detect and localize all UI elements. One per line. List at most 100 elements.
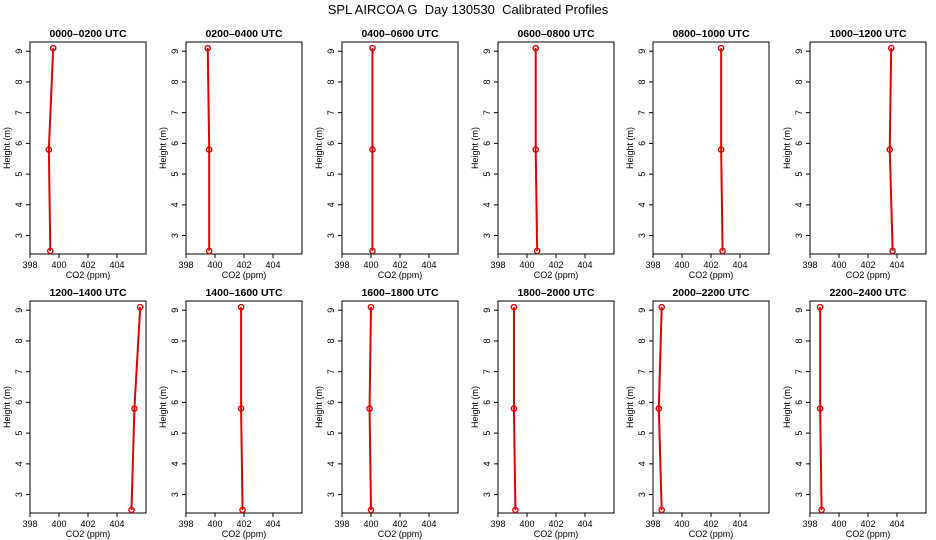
y-axis-label: Height (m) bbox=[158, 386, 168, 428]
co2-data-point bbox=[131, 405, 138, 412]
co2-data-point bbox=[719, 247, 726, 255]
co2-data-point bbox=[205, 247, 213, 255]
y-tick-label: 3 bbox=[637, 233, 647, 238]
panel-title: 1400–1600 UTC bbox=[205, 287, 282, 299]
y-tick-label: 3 bbox=[14, 492, 24, 497]
panel-title: 2200–2400 UTC bbox=[829, 287, 906, 299]
x-tick-label: 400 bbox=[51, 260, 66, 270]
co2-data-point bbox=[204, 44, 212, 52]
y-tick-label: 3 bbox=[326, 233, 336, 238]
y-tick-label: 4 bbox=[482, 461, 492, 466]
y-tick-label: 3 bbox=[170, 233, 180, 238]
figure-title: SPL AIRCOA G Day 130530 Calibrated Profi… bbox=[327, 2, 609, 17]
y-axis-label: Height (m) bbox=[625, 127, 635, 169]
y-tick-label: 9 bbox=[482, 49, 492, 54]
x-tick-label: 400 bbox=[674, 519, 689, 529]
plot-frame bbox=[341, 41, 459, 255]
y-tick-label: 6 bbox=[14, 141, 24, 146]
co2-data-point bbox=[136, 303, 144, 311]
y-tick-label: 9 bbox=[637, 308, 647, 313]
x-tick-label: 400 bbox=[51, 519, 66, 529]
x-tick-label: 404 bbox=[109, 519, 124, 529]
y-tick-label: 5 bbox=[326, 431, 336, 436]
x-tick-label: 404 bbox=[265, 260, 280, 270]
x-tick-label: 400 bbox=[831, 519, 846, 529]
y-tick-label: 5 bbox=[637, 172, 647, 177]
co2-data-point bbox=[47, 247, 54, 255]
y-tick-label: 4 bbox=[482, 202, 492, 207]
x-tick-label: 404 bbox=[421, 519, 436, 529]
y-tick-label: 5 bbox=[637, 431, 647, 436]
x-tick-label: 402 bbox=[703, 260, 718, 270]
y-axis-label: Height (m) bbox=[2, 386, 12, 428]
y-tick-label: 3 bbox=[482, 233, 492, 238]
y-tick-label: 8 bbox=[326, 79, 336, 84]
co2-profile-line bbox=[819, 307, 823, 510]
y-tick-label: 8 bbox=[170, 79, 180, 84]
y-tick-label: 8 bbox=[14, 338, 24, 343]
y-tick-label: 7 bbox=[637, 110, 647, 115]
y-tick-label: 6 bbox=[637, 141, 647, 146]
plot-frame bbox=[809, 300, 927, 514]
y-tick-label: 7 bbox=[170, 369, 180, 374]
y-tick-label: 5 bbox=[482, 172, 492, 177]
y-tick-label: 6 bbox=[794, 141, 804, 146]
x-axis-label: CO2 (ppm) bbox=[378, 270, 423, 280]
y-tick-label: 5 bbox=[170, 172, 180, 177]
x-tick-label: 402 bbox=[392, 260, 407, 270]
y-tick-label: 9 bbox=[14, 308, 24, 313]
y-tick-label: 5 bbox=[794, 431, 804, 436]
co2-data-point bbox=[816, 405, 824, 412]
co2-data-point bbox=[366, 405, 373, 412]
co2-data-point bbox=[205, 146, 213, 153]
y-tick-label: 5 bbox=[14, 431, 24, 436]
y-tick-label: 6 bbox=[326, 400, 336, 405]
x-tick-label: 402 bbox=[548, 260, 563, 270]
x-tick-label: 404 bbox=[421, 260, 436, 270]
panel-title: 0000–0200 UTC bbox=[49, 28, 126, 40]
x-tick-label: 402 bbox=[80, 260, 95, 270]
y-tick-label: 9 bbox=[637, 49, 647, 54]
y-tick-label: 6 bbox=[170, 400, 180, 405]
y-tick-label: 4 bbox=[170, 461, 180, 466]
y-tick-label: 7 bbox=[326, 369, 336, 374]
y-axis-label: Height (m) bbox=[470, 386, 480, 428]
y-axis-label: Height (m) bbox=[2, 127, 12, 169]
y-tick-label: 9 bbox=[14, 49, 24, 54]
x-axis-label: CO2 (ppm) bbox=[222, 529, 267, 539]
co2-data-point bbox=[512, 506, 519, 514]
plot-frame bbox=[652, 300, 770, 514]
plot-frame bbox=[809, 41, 927, 255]
y-tick-label: 5 bbox=[794, 172, 804, 177]
co2-data-point bbox=[49, 44, 57, 52]
x-tick-label: 398 bbox=[490, 260, 505, 270]
co2-profile-line bbox=[368, 307, 372, 510]
co2-data-point bbox=[717, 44, 725, 52]
y-tick-label: 5 bbox=[482, 431, 492, 436]
co2-data-point bbox=[369, 146, 376, 153]
y-tick-label: 8 bbox=[637, 338, 647, 343]
y-tick-label: 6 bbox=[482, 400, 492, 405]
co2-data-point bbox=[658, 506, 666, 514]
x-tick-label: 398 bbox=[802, 519, 817, 529]
y-tick-label: 9 bbox=[170, 308, 180, 313]
x-tick-label: 404 bbox=[577, 519, 592, 529]
y-tick-label: 5 bbox=[170, 431, 180, 436]
x-tick-label: 402 bbox=[80, 519, 95, 529]
co2-data-point bbox=[532, 44, 540, 52]
x-tick-label: 404 bbox=[889, 519, 904, 529]
co2-profile-line bbox=[720, 48, 724, 251]
y-axis-label: Height (m) bbox=[314, 127, 324, 169]
y-tick-label: 7 bbox=[637, 369, 647, 374]
co2-data-point bbox=[128, 506, 135, 514]
y-tick-label: 5 bbox=[326, 172, 336, 177]
x-tick-label: 398 bbox=[645, 519, 660, 529]
co2-data-point bbox=[369, 247, 376, 255]
y-tick-label: 4 bbox=[637, 202, 647, 207]
